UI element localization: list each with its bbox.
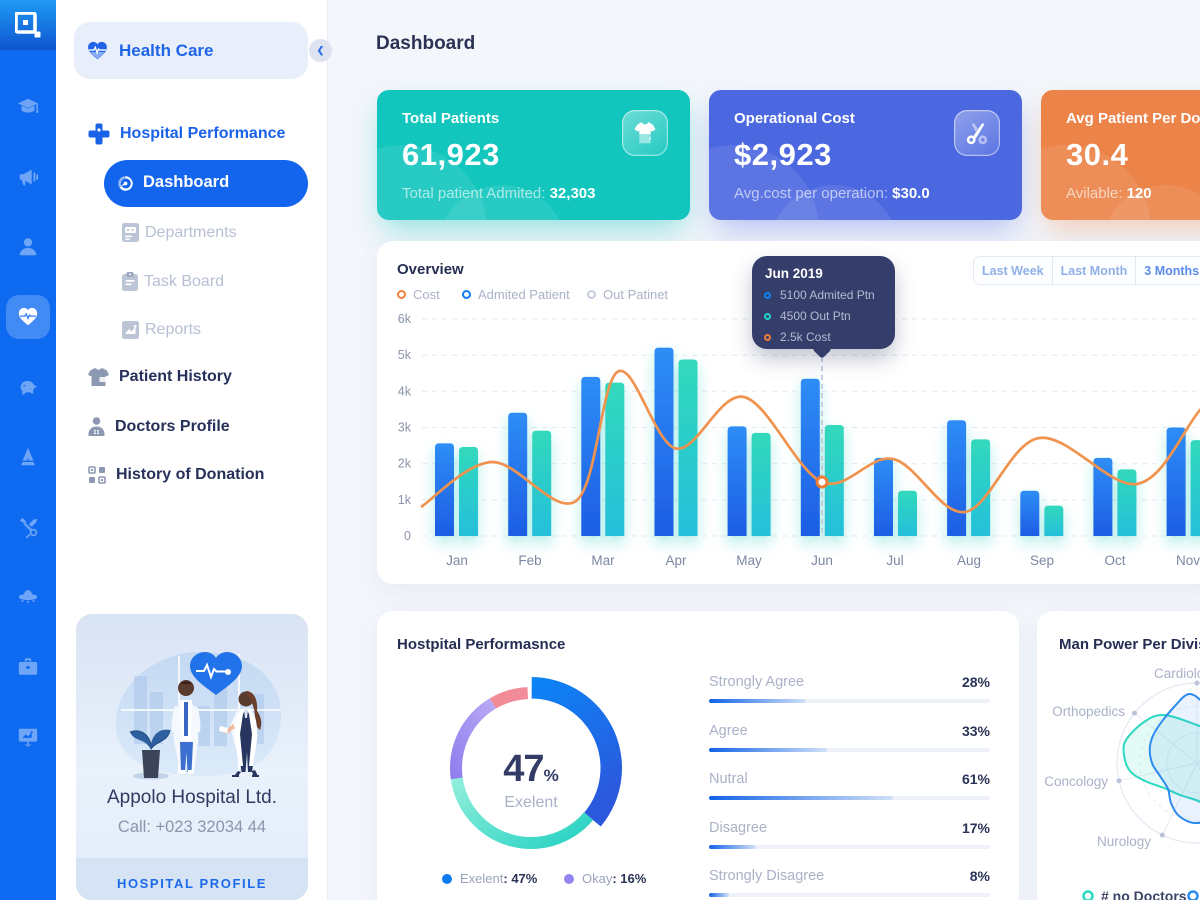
svg-text:1k: 1k [398, 493, 412, 507]
svg-text:Sep: Sep [1030, 553, 1054, 568]
svg-text:Nurology: Nurology [1097, 834, 1151, 849]
svg-text:4k: 4k [398, 384, 412, 398]
svg-text:3k: 3k [398, 421, 412, 435]
svg-text:Concology: Concology [1044, 774, 1108, 789]
svg-text:May: May [736, 553, 762, 568]
svg-text:Mar: Mar [591, 553, 615, 568]
svg-text:6k: 6k [398, 312, 412, 326]
svg-text:Nov: Nov [1176, 553, 1200, 568]
svg-text:Feb: Feb [518, 553, 541, 568]
svg-text:Jul: Jul [886, 553, 903, 568]
svg-text:Oct: Oct [1104, 553, 1125, 568]
svg-text:5k: 5k [398, 348, 412, 362]
svg-text:Jan: Jan [446, 553, 468, 568]
svg-text:0: 0 [404, 529, 411, 543]
svg-text:# no Doctors: # no Doctors [1101, 888, 1187, 900]
svg-text:Orthopedics: Orthopedics [1052, 704, 1125, 719]
svg-text:Apr: Apr [665, 553, 687, 568]
svg-text:2k: 2k [398, 457, 412, 471]
svg-text:Cardiology: Cardiology [1154, 666, 1200, 681]
svg-text:Jun: Jun [811, 553, 833, 568]
svg-text:Aug: Aug [957, 553, 981, 568]
